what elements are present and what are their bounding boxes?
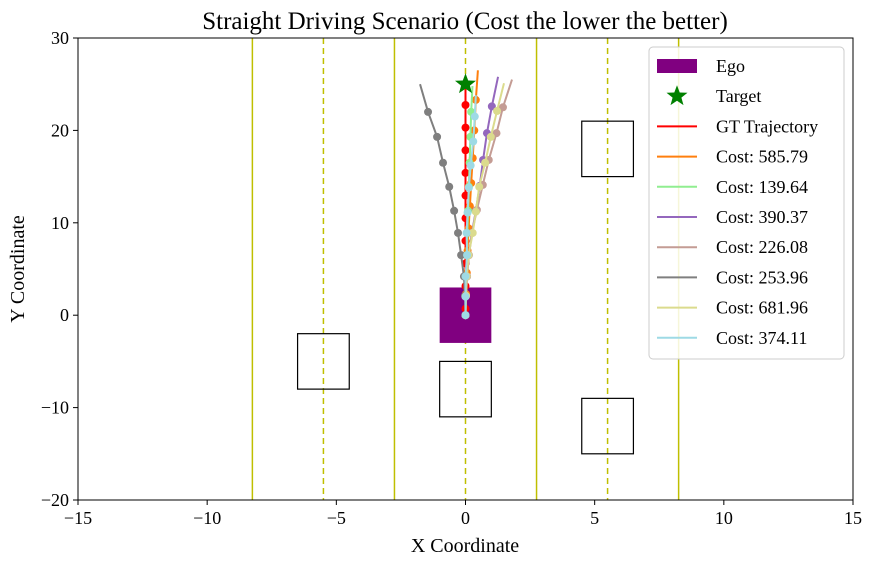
target-star — [455, 73, 476, 94]
trajectory-point — [492, 129, 501, 138]
trajectory-point — [433, 132, 442, 141]
x-tick-label: 0 — [461, 508, 470, 528]
trajectory-point — [469, 137, 478, 146]
chart-title: Straight Driving Scenario (Cost the lowe… — [202, 8, 728, 35]
trajectory-point — [486, 132, 495, 141]
trajectory-point — [461, 168, 470, 177]
trajectory-point — [481, 158, 490, 167]
legend: Ego Target GT Trajectory Cost: 585.79 Cost: … — [648, 46, 845, 360]
legend-label: Cost: 681.96 — [716, 298, 808, 318]
legend-label: Ego — [716, 56, 745, 76]
trajectory-point — [462, 228, 471, 237]
trajectory-point — [487, 102, 496, 111]
trajectory-point — [475, 182, 484, 191]
trajectory-point — [463, 251, 472, 260]
x-tick-label: 10 — [715, 508, 733, 528]
trajectory-point — [461, 292, 470, 301]
trajectory-point — [464, 183, 473, 192]
trajectory-point — [468, 228, 477, 237]
trajectory-point — [439, 158, 448, 167]
y-tick-label: 30 — [51, 28, 69, 48]
legend-label: Cost: 585.79 — [716, 147, 808, 167]
trajectory-point — [445, 182, 454, 191]
x-tick-label: −10 — [193, 508, 221, 528]
y-tick-label: −20 — [41, 490, 69, 510]
legend-box — [648, 46, 845, 360]
trajectory-point — [461, 146, 470, 155]
legend-label: Cost: 226.08 — [716, 237, 808, 257]
legend-label: Cost: 374.11 — [716, 328, 807, 348]
axis-ticks: −15 −10 −5 0 5 10 15 −20 −10 0 10 20 30 — [41, 28, 862, 528]
legend-label: Cost: 139.64 — [716, 177, 808, 197]
obstacle-box — [581, 397, 635, 455]
legend-ego-swatch — [657, 59, 697, 73]
trajectory-point — [470, 112, 479, 121]
y-axis-label: Y Coordinate — [7, 215, 29, 323]
legend-label: Cost: 253.96 — [716, 267, 808, 287]
x-tick-label: 15 — [844, 508, 862, 528]
x-axis-label: X Coordinate — [411, 535, 519, 557]
trajectory-point — [454, 228, 463, 237]
trajectory-point — [463, 208, 472, 217]
trajectory-point — [493, 106, 502, 115]
trajectory-point — [466, 161, 475, 170]
x-tick-label: 5 — [590, 508, 599, 528]
obstacle-box — [296, 333, 350, 390]
trajectory-point — [461, 100, 470, 109]
x-tick-label: −15 — [64, 508, 92, 528]
y-tick-label: 20 — [51, 120, 69, 140]
legend-label: GT Trajectory — [716, 116, 818, 136]
legend-label: Target — [716, 86, 761, 106]
legend-target-swatch — [666, 85, 688, 106]
x-tick-label: −5 — [327, 508, 346, 528]
trajectory-point — [461, 123, 470, 132]
obstacle-box — [581, 120, 635, 178]
y-tick-label: 10 — [51, 213, 69, 233]
obstacle-box — [439, 360, 492, 418]
trajectory-point — [424, 107, 433, 116]
trajectory-point — [461, 272, 470, 281]
trajectory-point — [471, 207, 480, 216]
legend-label: Cost: 390.37 — [716, 207, 808, 227]
trajectory-point — [457, 251, 466, 260]
plot-area — [251, 38, 680, 500]
trajectory-point — [498, 103, 507, 112]
trajectory-point — [450, 206, 459, 215]
trajectory-point — [461, 311, 470, 320]
y-tick-label: −10 — [41, 398, 69, 418]
trajectory-line — [419, 83, 467, 316]
y-tick-label: 0 — [60, 305, 69, 325]
